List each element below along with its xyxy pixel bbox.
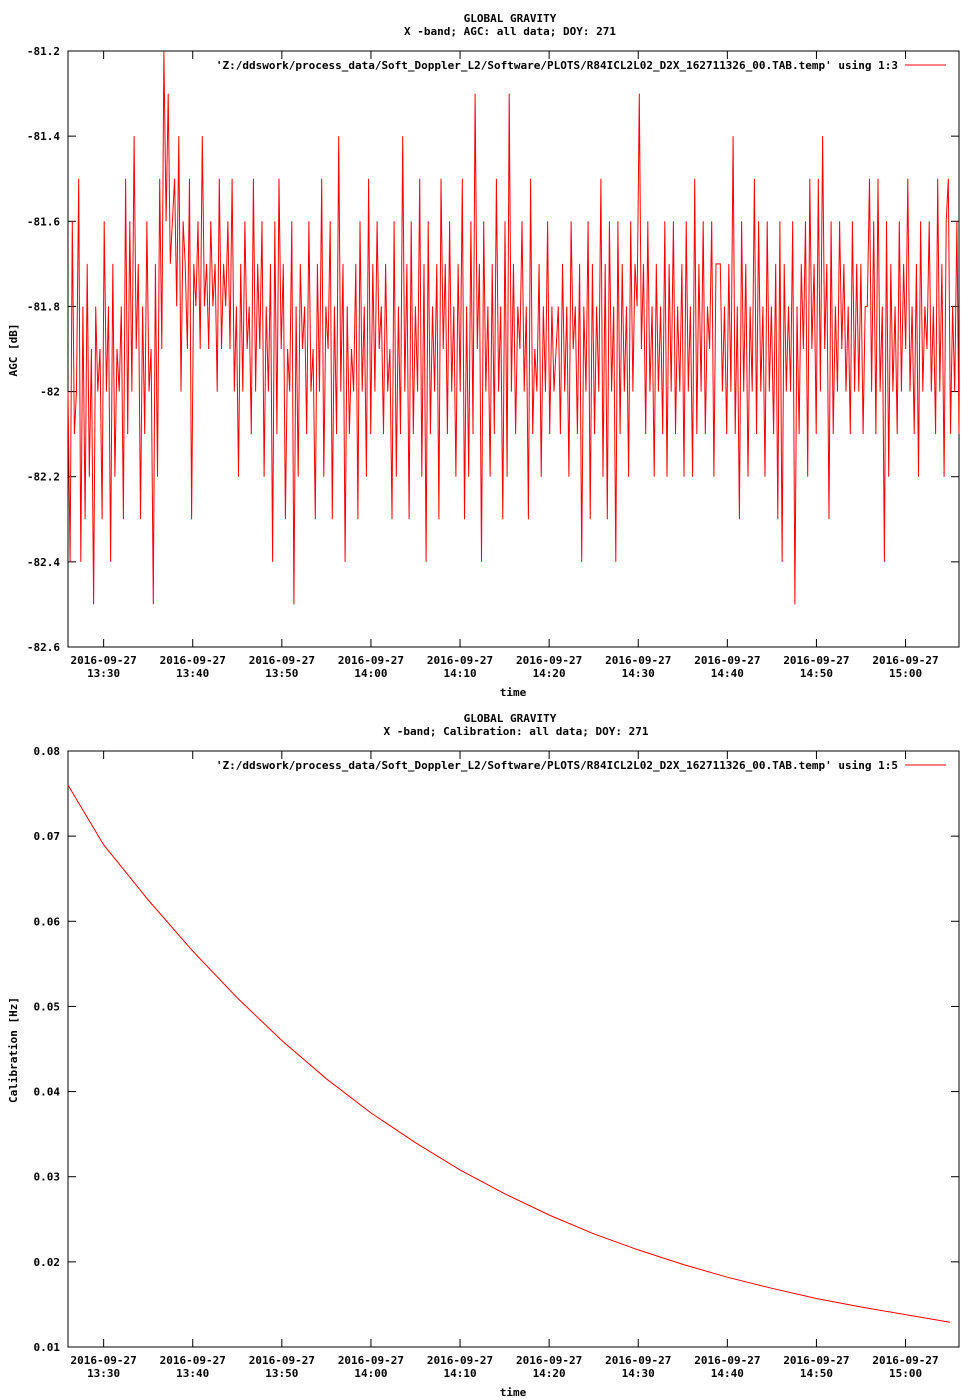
x-tick-label-time: 14:40	[711, 1367, 744, 1380]
legend-label: 'Z:/ddswork/process_data/Soft_Doppler_L2…	[216, 59, 898, 72]
legend: 'Z:/ddswork/process_data/Soft_Doppler_L2…	[216, 759, 946, 772]
legend-label: 'Z:/ddswork/process_data/Soft_Doppler_L2…	[216, 759, 898, 772]
x-tick-label-date: 2016-09-27	[160, 1354, 226, 1367]
y-tick-label: -82.6	[27, 641, 60, 654]
y-tick-label: -81.4	[27, 130, 60, 143]
x-tick-label-time: 13:40	[176, 1367, 209, 1380]
x-tick-label-date: 2016-09-27	[338, 1354, 404, 1367]
x-tick-label-date: 2016-09-27	[783, 1354, 849, 1367]
x-axis-label: time	[500, 1386, 527, 1399]
x-tick-label-time: 13:50	[265, 1367, 298, 1380]
y-axis-label: AGC [dB]	[7, 324, 20, 377]
x-tick-label-date: 2016-09-27	[516, 1354, 582, 1367]
y-tick-label: -81.2	[27, 45, 60, 58]
y-tick-label: 0.04	[34, 1086, 61, 1099]
y-tick-label: 0.02	[34, 1256, 61, 1269]
x-tick-label-time: 14:20	[533, 1367, 566, 1380]
y-tick-label: -81.8	[27, 300, 60, 313]
x-tick-label-time: 14:00	[354, 667, 387, 680]
y-tick-label: 0.01	[34, 1341, 61, 1354]
y-tick-label: -82	[40, 386, 60, 399]
x-tick-label-date: 2016-09-27	[783, 654, 849, 667]
x-axis-label: time	[500, 686, 527, 699]
x-tick-label-date: 2016-09-27	[71, 1354, 137, 1367]
series-calibration	[67, 784, 951, 1323]
x-tick-label-time: 14:30	[622, 667, 655, 680]
series-line	[67, 50, 960, 605]
x-tick-label-date: 2016-09-27	[872, 1354, 938, 1367]
chart-title: GLOBAL GRAVITY	[464, 712, 557, 725]
x-tick-label-time: 13:30	[87, 667, 120, 680]
x-tick-label-date: 2016-09-27	[605, 654, 671, 667]
x-tick-label-time: 13:30	[87, 1367, 120, 1380]
x-tick-label-time: 14:40	[711, 667, 744, 680]
x-tick-label-time: 14:30	[622, 1367, 655, 1380]
plot-frame	[67, 750, 960, 1348]
x-tick-label-time: 14:10	[443, 667, 476, 680]
legend: 'Z:/ddswork/process_data/Soft_Doppler_L2…	[216, 59, 946, 72]
y-tick-label: -82.2	[27, 471, 60, 484]
plot-frame	[67, 50, 960, 648]
x-tick-label-time: 13:40	[176, 667, 209, 680]
chart-subtitle: X -band; Calibration: all data; DOY: 271	[384, 725, 649, 738]
x-tick-label-date: 2016-09-27	[516, 654, 582, 667]
x-tick-label-date: 2016-09-27	[338, 654, 404, 667]
y-tick-label: 0.08	[34, 745, 61, 758]
x-tick-label-time: 13:50	[265, 667, 298, 680]
x-tick-label-date: 2016-09-27	[427, 1354, 493, 1367]
x-tick-label-time: 15:00	[889, 667, 922, 680]
x-tick-label-date: 2016-09-27	[605, 1354, 671, 1367]
x-tick-label-date: 2016-09-27	[694, 1354, 760, 1367]
x-tick-label-time: 14:50	[800, 667, 833, 680]
x-ticks: 2016-09-2713:302016-09-2713:402016-09-27…	[71, 751, 939, 1380]
y-tick-label: 0.05	[34, 1000, 61, 1013]
y-tick-label: -81.6	[27, 215, 60, 228]
chart-agc: GLOBAL GRAVITY X -band; AGC: all data; D…	[7, 12, 960, 699]
chart-title: GLOBAL GRAVITY	[464, 12, 557, 25]
series-line	[67, 784, 951, 1323]
series-agc	[67, 50, 960, 605]
x-tick-label-time: 15:00	[889, 1367, 922, 1380]
y-tick-label: 0.07	[34, 830, 61, 843]
x-tick-label-date: 2016-09-27	[872, 654, 938, 667]
y-tick-label: -82.4	[27, 556, 60, 569]
x-ticks: 2016-09-2713:302016-09-2713:402016-09-27…	[71, 51, 939, 680]
y-axis-label: Calibration [Hz]	[7, 997, 20, 1103]
x-tick-label-date: 2016-09-27	[160, 654, 226, 667]
x-tick-label-time: 14:10	[443, 1367, 476, 1380]
x-tick-label-date: 2016-09-27	[694, 654, 760, 667]
x-tick-label-time: 14:00	[354, 1367, 387, 1380]
y-tick-label: 0.03	[34, 1171, 61, 1184]
x-tick-label-date: 2016-09-27	[427, 654, 493, 667]
x-tick-label-date: 2016-09-27	[71, 654, 137, 667]
x-tick-label-date: 2016-09-27	[249, 1354, 315, 1367]
x-tick-label-date: 2016-09-27	[249, 654, 315, 667]
x-tick-label-time: 14:50	[800, 1367, 833, 1380]
x-tick-label-time: 14:20	[533, 667, 566, 680]
y-ticks: 0.01 0.02 0.03 0.04 0.05 0.06 0.07 0.08	[34, 745, 959, 1354]
chart-subtitle: X -band; AGC: all data; DOY: 271	[404, 25, 616, 38]
y-tick-label: 0.06	[34, 915, 61, 928]
chart-calibration: GLOBAL GRAVITY X -band; Calibration: all…	[7, 712, 960, 1399]
